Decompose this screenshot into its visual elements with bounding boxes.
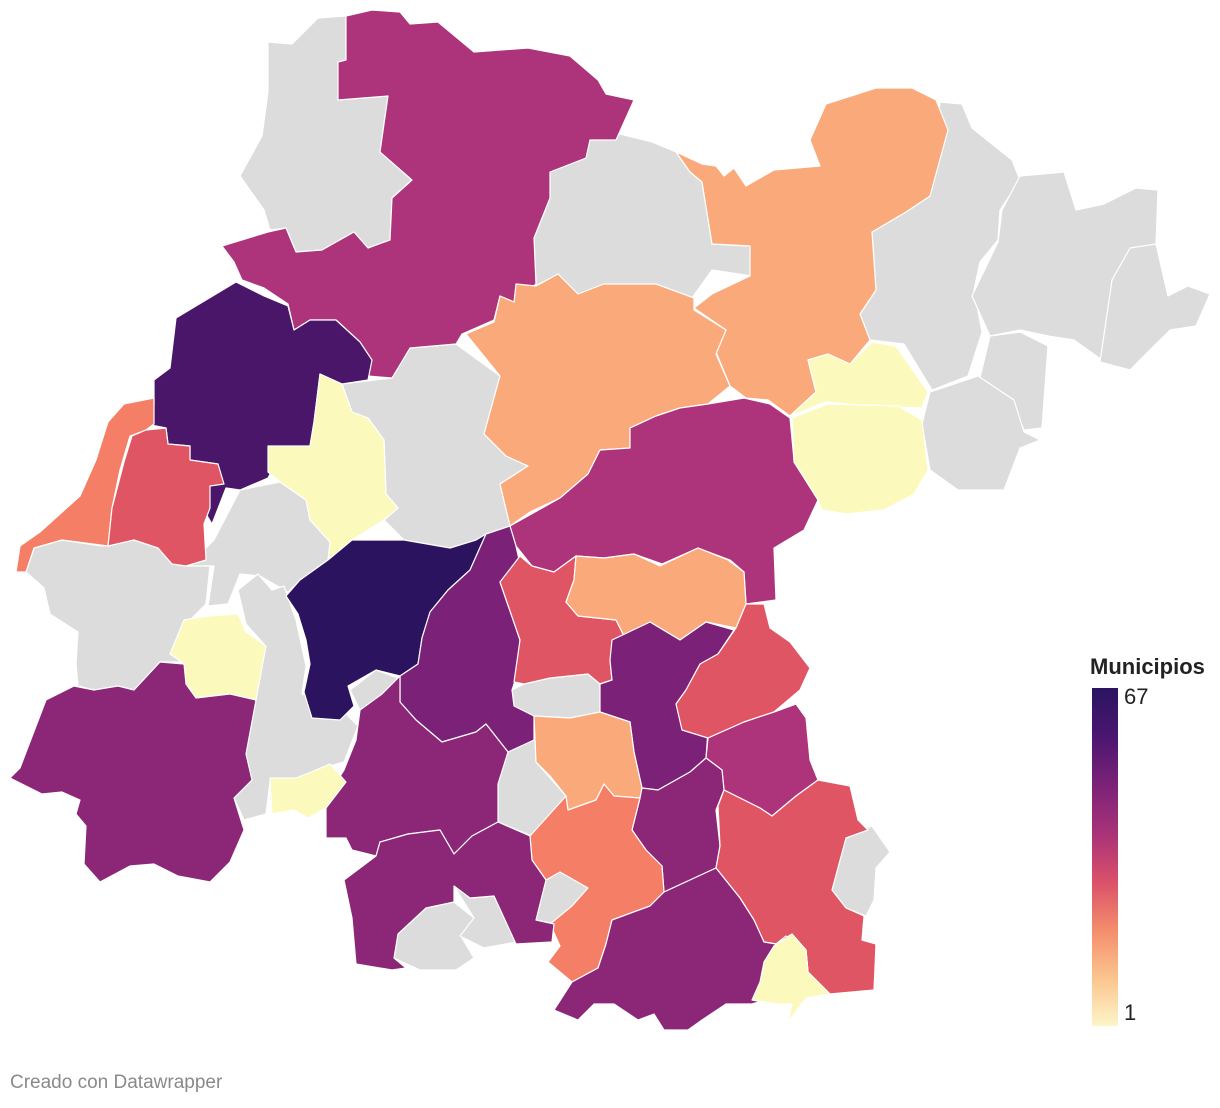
- region[interactable]: [791, 403, 929, 515]
- region[interactable]: [9, 661, 257, 883]
- region[interactable]: [921, 375, 1041, 491]
- region[interactable]: [269, 763, 347, 819]
- region[interactable]: [675, 87, 949, 417]
- region[interactable]: [553, 867, 809, 1031]
- region[interactable]: [751, 933, 831, 1023]
- legend-title: Municipios: [1090, 654, 1205, 679]
- region[interactable]: [285, 533, 487, 721]
- region[interactable]: [789, 341, 929, 417]
- credit-text: Creado con Datawrapper: [10, 1072, 223, 1093]
- region[interactable]: [343, 821, 555, 971]
- region[interactable]: [15, 397, 155, 573]
- region[interactable]: [1099, 243, 1211, 371]
- region[interactable]: [565, 547, 747, 641]
- legend-min-label: 1: [1124, 1000, 1137, 1025]
- legend-color-scale: [1092, 688, 1118, 1026]
- legend-max-label: 67: [1124, 684, 1149, 709]
- region[interactable]: [107, 427, 225, 567]
